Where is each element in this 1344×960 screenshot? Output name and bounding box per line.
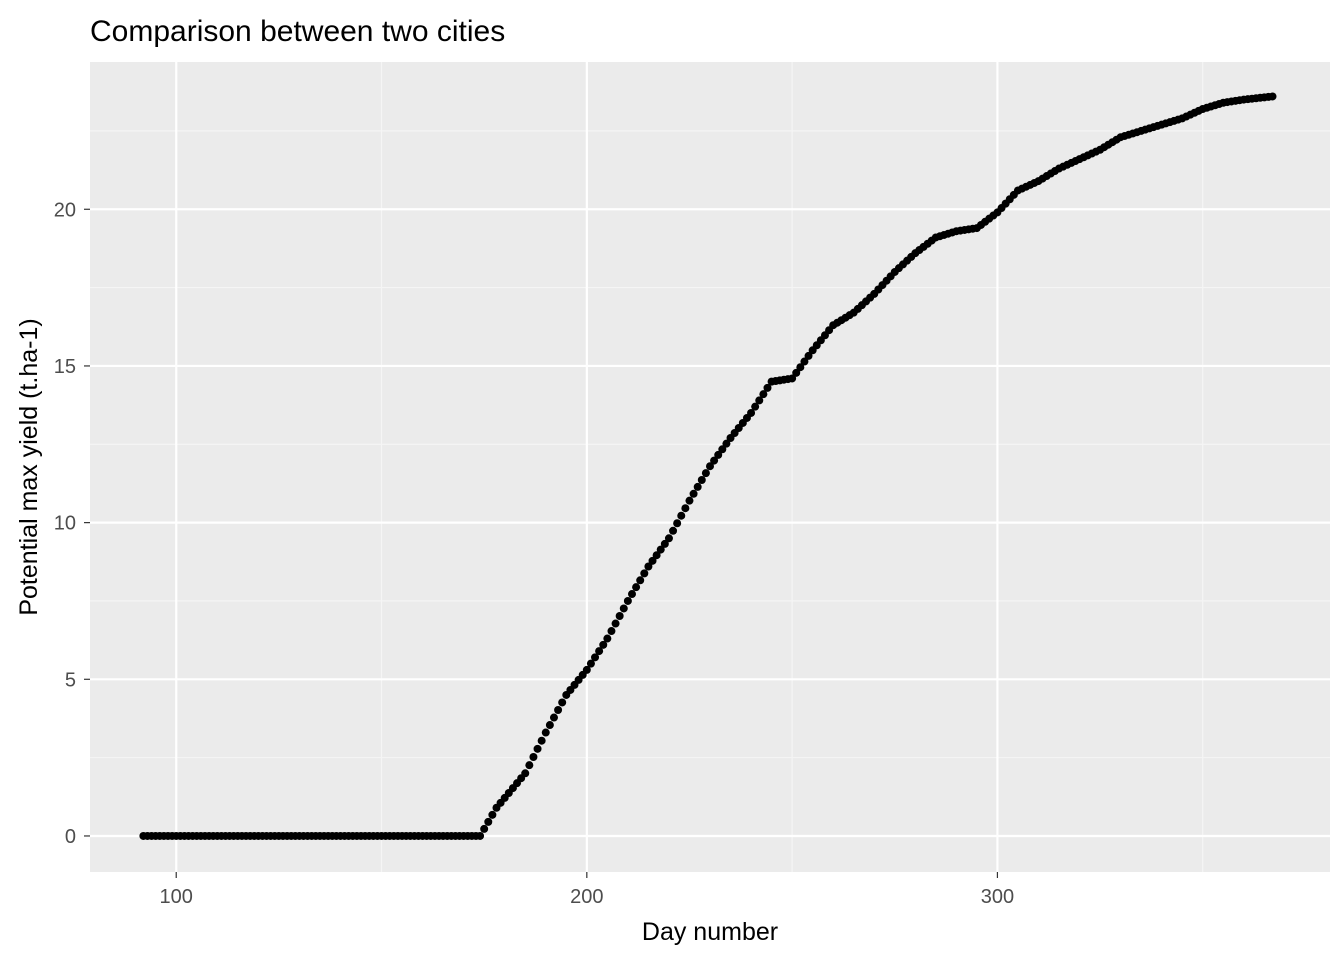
- data-point: [480, 824, 489, 833]
- data-point: [533, 744, 542, 753]
- data-point: [521, 769, 530, 778]
- major-gridlines: [90, 62, 1330, 872]
- data-point: [660, 539, 669, 548]
- data-point: [484, 817, 493, 826]
- minor-gridlines: [90, 62, 1330, 872]
- data-point: [693, 482, 702, 491]
- data-point: [656, 545, 665, 554]
- data-point: [582, 665, 591, 674]
- data-point: [697, 476, 706, 485]
- y-tick-label: 20: [54, 199, 76, 221]
- x-tick-label: 200: [570, 886, 603, 908]
- data-point: [529, 753, 538, 762]
- data-point: [640, 569, 649, 578]
- data-point: [603, 634, 612, 643]
- data-point: [611, 619, 620, 628]
- data-point: [800, 357, 809, 366]
- data-point: [701, 469, 710, 478]
- data-point: [669, 526, 678, 535]
- x-axis-title: Day number: [642, 918, 778, 946]
- data-point: [804, 351, 813, 360]
- data-point: [599, 640, 608, 649]
- chart-title: Comparison between two cities: [90, 15, 505, 48]
- data-point: [648, 556, 657, 565]
- data-point: [677, 511, 686, 520]
- data-point: [664, 534, 673, 543]
- data-points: [139, 92, 1277, 840]
- data-point: [685, 496, 694, 505]
- data-point: [755, 396, 764, 405]
- data-point: [537, 736, 546, 745]
- data-point: [652, 551, 661, 560]
- data-point: [681, 504, 690, 513]
- data-point: [673, 519, 682, 528]
- data-point: [722, 439, 731, 448]
- data-point: [763, 383, 772, 392]
- data-point: [615, 611, 624, 620]
- data-point: [586, 659, 595, 668]
- data-point: [714, 450, 723, 459]
- data-point: [545, 721, 554, 730]
- data-point: [747, 408, 756, 417]
- data-point: [710, 456, 719, 465]
- data-point: [636, 576, 645, 585]
- data-point: [759, 390, 768, 399]
- x-axis-ticks: 100 200 300: [160, 872, 1014, 908]
- data-point: [488, 810, 497, 819]
- data-point: [796, 363, 805, 372]
- data-point: [1268, 92, 1277, 101]
- data-point: [549, 713, 558, 722]
- data-point: [788, 374, 797, 383]
- data-point: [476, 831, 485, 840]
- y-tick-label: 0: [65, 826, 76, 848]
- data-point: [619, 604, 628, 613]
- data-point: [591, 653, 600, 662]
- data-point: [595, 647, 604, 656]
- data-point: [689, 489, 698, 498]
- y-tick-label: 10: [54, 513, 76, 535]
- data-point: [525, 761, 534, 770]
- y-tick-label: 5: [65, 669, 76, 691]
- data-point: [623, 596, 632, 605]
- data-point: [644, 562, 653, 571]
- data-point: [554, 706, 563, 714]
- data-point: [792, 368, 801, 377]
- data-point: [627, 590, 636, 599]
- data-point: [607, 627, 616, 636]
- data-point: [632, 583, 641, 592]
- data-point: [706, 462, 714, 471]
- data-point: [558, 698, 567, 707]
- x-tick-label: 100: [160, 886, 193, 908]
- y-axis-title: Potential max yield (t.ha-1): [15, 318, 43, 615]
- y-tick-label: 15: [54, 356, 76, 378]
- y-axis-ticks: 0 5 10 15 20: [54, 199, 90, 848]
- data-point: [751, 402, 760, 411]
- x-tick-label: 300: [981, 886, 1014, 908]
- data-point: [718, 445, 727, 454]
- data-point: [541, 728, 550, 737]
